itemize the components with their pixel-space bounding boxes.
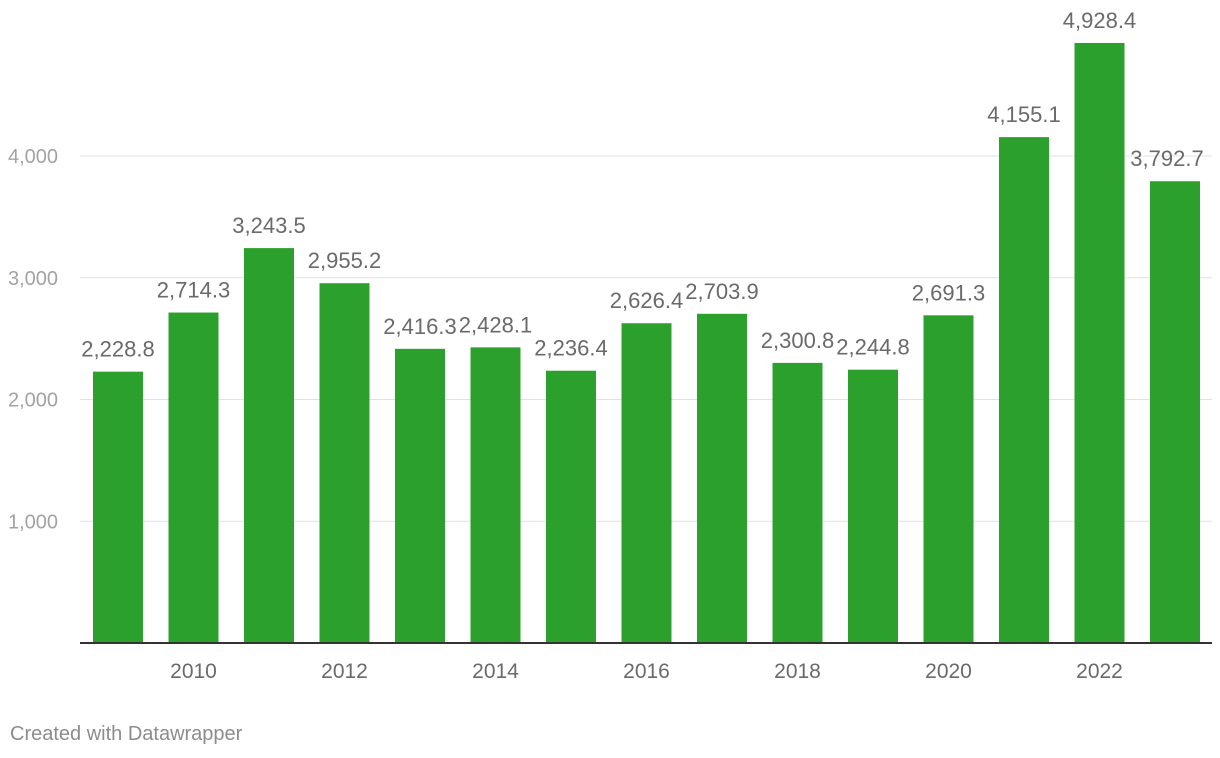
bar-2016 [621, 323, 672, 643]
x-tick-label: 2016 [623, 660, 670, 683]
y-tick-label: 2,000 [8, 390, 58, 412]
y-tick-label: 1,000 [8, 511, 58, 533]
data-label-2018: 2,300.8 [761, 328, 834, 353]
data-label-2016: 2,626.4 [610, 288, 683, 313]
x-tick-label: 2020 [925, 660, 972, 683]
x-tick-label: 2012 [321, 660, 368, 683]
axes: 1,000 2,000 3,000 4,000 2010 2012 2014 2016 2018… [8, 146, 1212, 683]
bar-2023 [1150, 181, 1200, 643]
x-tick-label: 2010 [170, 660, 217, 683]
bar-2019 [848, 369, 898, 643]
x-tick-label: 2014 [472, 660, 519, 683]
data-label-2013: 2,416.3 [383, 314, 456, 339]
x-tick-label: 2022 [1076, 660, 1123, 683]
data-label-2014: 2,428.1 [459, 312, 532, 337]
bar-2009 [93, 371, 143, 643]
data-label-2011: 3,243.5 [232, 213, 305, 238]
bar-2015 [546, 370, 596, 643]
bar-2013 [395, 348, 445, 643]
bar-2011 [244, 248, 294, 643]
bar-2017 [697, 313, 747, 643]
data-label-2010: 2,714.3 [157, 278, 230, 303]
y-tick-label: 4,000 [8, 146, 58, 168]
data-label-2009: 2,228.8 [81, 337, 154, 362]
bar-2020 [923, 315, 974, 643]
bars [93, 42, 1200, 644]
bar-2012 [319, 283, 370, 643]
bar-2021 [999, 137, 1049, 643]
data-labels: 2,228.8 2,714.3 3,243.52,955.2 2,416.3 2,428… [81, 8, 1203, 362]
data-label-2023: 3,792.7 [1130, 146, 1203, 171]
data-label-2015: 2,236.4 [534, 336, 607, 361]
x-tick-label: 2018 [774, 660, 821, 683]
bar-2018 [772, 362, 823, 643]
credit-text: Created with Datawrapper [10, 723, 243, 745]
data-label-2022: 4,928.4 [1063, 8, 1136, 33]
bar-2010 [168, 312, 219, 643]
bar-2022 [1074, 42, 1125, 644]
bar-2014 [470, 347, 521, 643]
data-label-2019: 2,244.8 [836, 335, 909, 360]
y-tick-label: 3,000 [8, 268, 58, 290]
data-label-2012: 2,955.2 [308, 248, 381, 273]
data-label-2020: 2,691.3 [912, 280, 985, 305]
data-label-2021: 4,155.1 [987, 102, 1060, 127]
data-label-2017: 2,703.9 [685, 279, 758, 304]
